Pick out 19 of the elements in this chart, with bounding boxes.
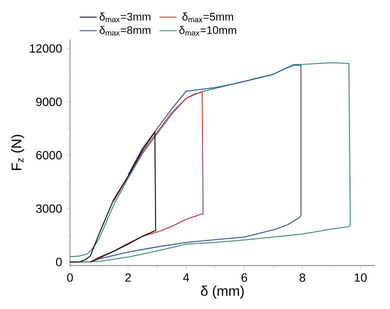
legend-label: δ$_{max}$=5mm [182, 12, 234, 22]
y-tick-label: 9000 [36, 98, 62, 106]
y-tick-label: 3000 [36, 204, 62, 213]
x-tick-label: 0 [67, 273, 73, 282]
legend-label: δ$_{max}$=3mm [100, 12, 150, 22]
y-tick-label: 6000 [36, 151, 62, 160]
line-series [70, 62, 351, 262]
legend-label: δ$_{max}$=8mm [100, 26, 150, 36]
line-series [90, 64, 302, 262]
y-tick-label: 12000 [30, 44, 62, 53]
x-tick-label: 2 [125, 273, 131, 282]
y-axis-title: F$_{z}$ (N) [11, 134, 24, 170]
x-tick-label: 4 [183, 273, 190, 282]
legend-label: δ$_{max}$=10mm [179, 26, 236, 36]
x-tick-label: 6 [242, 273, 248, 282]
x-axis-title: δ (mm) [200, 286, 244, 299]
x-tick-label: 8 [300, 273, 306, 282]
x-tick-label: 10 [354, 273, 367, 282]
y-tick-label: 0 [56, 258, 62, 266]
